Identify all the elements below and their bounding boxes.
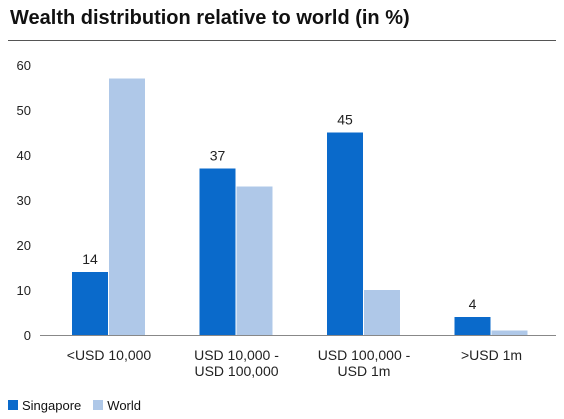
y-tick-label: 20 [17, 238, 31, 253]
bar-chart: 0 10 20 30 40 50 60 14 37 45 4 <USD 10,000 USD 10,00… [17, 58, 556, 379]
x-tick-label: <USD 10,000 [67, 347, 152, 363]
bar-world-2 [364, 290, 400, 335]
bar-world-0 [109, 78, 145, 335]
legend-label-singapore: Singapore [22, 397, 82, 413]
data-label-0: 14 [82, 251, 98, 267]
title-divider [8, 40, 556, 41]
legend-swatch-world [93, 400, 104, 410]
legend-swatch-singapore [8, 400, 18, 410]
chart-title: Wealth distribution relative to world (i… [10, 7, 410, 29]
legend: Singapore World [8, 397, 153, 413]
x-tick-label: USD 10,000 - [194, 347, 279, 363]
data-label-3: 4 [469, 296, 477, 312]
x-tick-label: >USD 1m [461, 347, 522, 363]
y-tick-label: 40 [17, 148, 31, 163]
y-tick-label: 0 [24, 328, 31, 343]
y-tick-label: 60 [17, 58, 31, 73]
x-tick-label: USD 100,000 - [318, 347, 411, 363]
bar-singapore-3 [454, 317, 491, 335]
x-tick-label: USD 1m [338, 363, 391, 379]
bar-world-3 [491, 330, 528, 335]
y-tick-label: 10 [17, 283, 31, 298]
x-tick-label: USD 100,000 [194, 363, 278, 379]
bar-singapore-0 [72, 272, 108, 335]
data-label-1: 37 [210, 148, 226, 164]
bar-singapore-2 [327, 132, 363, 335]
legend-item-world: World [93, 398, 141, 413]
data-label-2: 45 [337, 112, 353, 128]
y-tick-label: 30 [17, 193, 31, 208]
y-tick-label: 50 [17, 103, 31, 118]
legend-item-singapore: Singapore [8, 398, 81, 413]
bar-world-1 [236, 186, 273, 335]
bar-singapore-1 [199, 168, 236, 335]
legend-label-world: World [107, 397, 141, 413]
